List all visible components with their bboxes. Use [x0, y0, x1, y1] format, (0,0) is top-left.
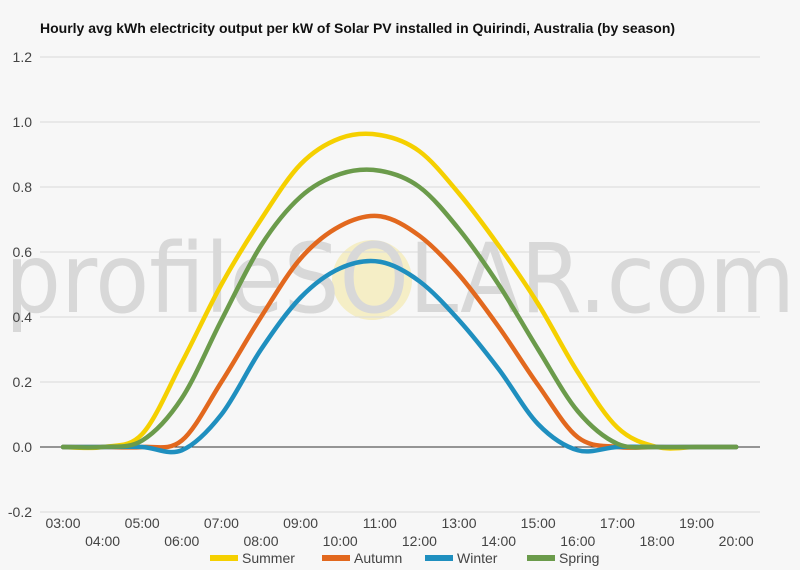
x-tick-label: 14:00 — [481, 533, 516, 549]
x-tick-label: 20:00 — [719, 533, 754, 549]
watermark: profileSOLAR.com — [5, 223, 795, 335]
legend-label-autumn: Autumn — [354, 550, 402, 566]
x-tick-label: 19:00 — [679, 515, 714, 531]
x-tick-label: 12:00 — [402, 533, 437, 549]
x-tick-label: 16:00 — [560, 533, 595, 549]
y-tick-label: 0.0 — [13, 439, 33, 455]
x-tick-label: 08:00 — [243, 533, 278, 549]
y-tick-label: 0.8 — [13, 179, 33, 195]
x-tick-label: 06:00 — [164, 533, 199, 549]
legend-label-spring: Spring — [559, 550, 599, 566]
y-tick-label: 0.4 — [13, 309, 33, 325]
y-tick-label: 0.2 — [13, 374, 33, 390]
x-tick-label: 11:00 — [363, 515, 397, 531]
x-tick-label: 07:00 — [204, 515, 239, 531]
legend-label-winter: Winter — [457, 550, 498, 566]
x-tick-label: 05:00 — [125, 515, 160, 531]
x-tick-label: 13:00 — [441, 515, 476, 531]
legend-swatch-winter — [425, 555, 453, 561]
y-tick-label: 1.0 — [13, 114, 33, 130]
y-tick-label: 0.6 — [13, 244, 33, 260]
legend-swatch-summer — [210, 555, 238, 561]
y-tick-label: 1.2 — [13, 49, 33, 65]
x-tick-label: 03:00 — [45, 515, 80, 531]
x-tick-label: 10:00 — [323, 533, 358, 549]
chart-title: Hourly avg kWh electricity output per kW… — [40, 20, 676, 36]
watermark-sun — [332, 240, 412, 320]
x-tick-label: 09:00 — [283, 515, 318, 531]
x-tick-label: 04:00 — [85, 533, 120, 549]
legend-swatch-spring — [527, 555, 555, 561]
x-tick-label: 18:00 — [639, 533, 674, 549]
series-line-spring — [60, 167, 739, 450]
x-tick-label: 17:00 — [600, 515, 635, 531]
legend-swatch-autumn — [322, 555, 350, 561]
watermark-text: profileSOLAR.com — [5, 223, 795, 335]
x-tick-label: 15:00 — [521, 515, 556, 531]
series-line-winter — [60, 258, 739, 455]
y-tick-label: -0.2 — [8, 504, 32, 520]
series-line-summer — [60, 131, 739, 451]
legend-label-summer: Summer — [242, 550, 295, 566]
